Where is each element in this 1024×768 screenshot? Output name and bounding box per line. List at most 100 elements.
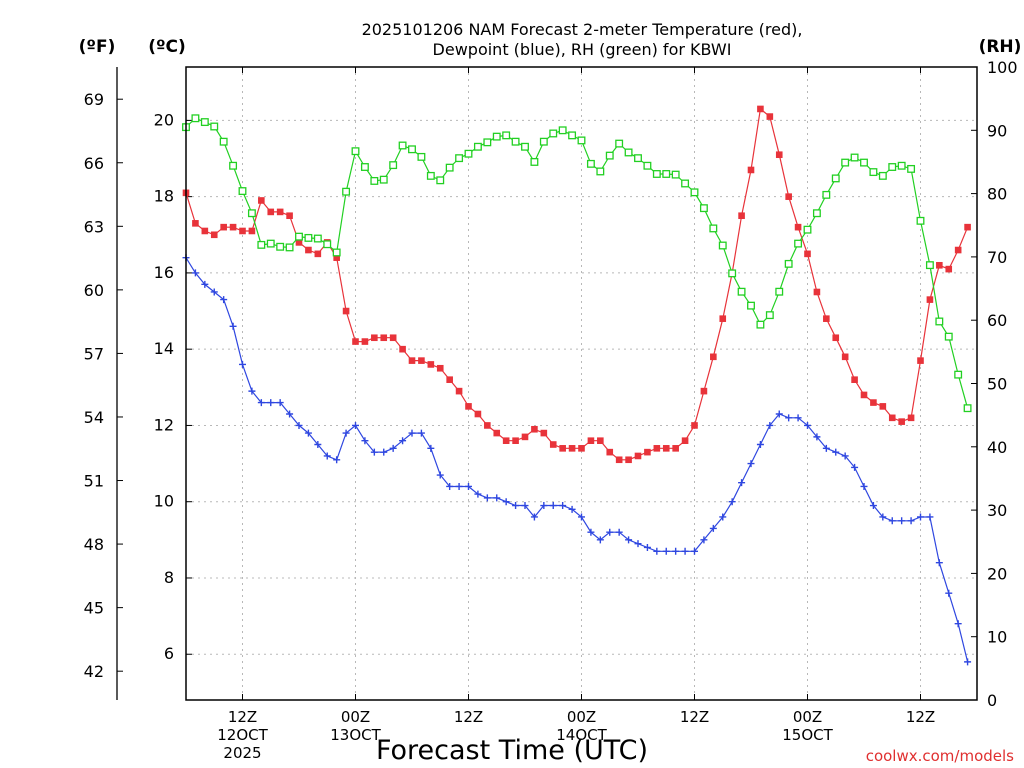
rh-point — [916, 216, 925, 225]
celsius-unit-label: (ºC) — [148, 37, 186, 57]
dewpoint-point — [436, 471, 444, 479]
rh-point — [295, 232, 303, 241]
rh-point — [238, 187, 247, 196]
dewpoint-point — [389, 444, 397, 452]
rh-point — [370, 176, 379, 185]
rh-point — [822, 190, 831, 199]
rh-point — [304, 233, 313, 242]
x-tick-label: 12Z — [906, 708, 935, 726]
dewpoint-point — [653, 547, 661, 555]
temperature-point — [851, 376, 858, 383]
rh-point — [925, 261, 934, 270]
temperature-point — [333, 254, 340, 261]
rh-point — [690, 188, 699, 197]
dewpoint-point — [304, 429, 312, 437]
celsius-tick-label: 14 — [154, 339, 174, 358]
rh-point — [596, 167, 605, 176]
dewpoint-point — [785, 414, 793, 422]
rh-point — [379, 175, 388, 184]
rh-point — [907, 164, 916, 173]
temperature-point — [210, 231, 218, 239]
rh-point — [718, 241, 727, 250]
rh-point — [756, 320, 765, 329]
rh-point — [266, 239, 275, 248]
rh-point — [860, 158, 868, 167]
temperature-point — [587, 437, 595, 444]
temperature-point — [653, 445, 661, 452]
rh-point — [219, 137, 228, 146]
dewpoint-series — [182, 254, 972, 666]
dewpoint-point — [596, 536, 604, 544]
rh-point — [737, 287, 746, 296]
temperature-point — [474, 410, 482, 418]
rh-point — [784, 259, 793, 268]
temperature-point — [484, 422, 491, 429]
rh-point — [313, 234, 322, 243]
dewpoint-point — [935, 559, 943, 567]
dewpoint-point — [521, 502, 529, 510]
dewpoint-point — [493, 494, 501, 502]
celsius-tick-label: 8 — [164, 568, 174, 587]
rh-point — [878, 171, 887, 180]
dewpoint-point — [766, 421, 774, 429]
rh-point — [615, 139, 624, 148]
dewpoint-point — [568, 505, 576, 513]
temperature-point — [521, 433, 529, 441]
dewpoint-point — [860, 482, 868, 490]
dewpoint-point — [201, 280, 209, 288]
x-axis-title: Forecast Time (UTC) — [376, 735, 648, 766]
temperature-point — [201, 227, 209, 235]
temperature-point — [446, 376, 453, 383]
rh-point — [210, 122, 219, 131]
temperature-point — [775, 151, 783, 159]
rh-point — [558, 126, 567, 135]
dewpoint-point — [879, 513, 887, 521]
temperature-point — [502, 437, 510, 444]
temperature-point — [615, 456, 623, 464]
rh-point — [586, 159, 595, 168]
temperature-point — [738, 212, 745, 220]
dewpoint-point — [286, 410, 294, 418]
temperature-point — [672, 445, 679, 452]
temperature-point — [427, 361, 435, 368]
celsius-tick-label: 12 — [154, 415, 174, 434]
rh-point — [342, 187, 351, 196]
dewpoint-point — [380, 448, 388, 456]
rh-tick-label: 90 — [987, 121, 1007, 140]
temperature-point — [540, 429, 548, 437]
temperature-point — [785, 193, 792, 200]
x-tick-label: 15OCT — [782, 726, 833, 744]
dewpoint-point — [239, 360, 246, 368]
celsius-tick-label: 6 — [164, 644, 174, 663]
dewpoint-point — [756, 441, 764, 449]
temperature-point — [860, 391, 868, 399]
dewpoint-point — [606, 528, 614, 536]
fahrenheit-axis: 42 45 48 51 54 57 60 63 66 69 — [84, 67, 123, 700]
dewpoint-point — [822, 444, 830, 452]
dewpoint-point — [465, 482, 472, 490]
dewpoint-point — [267, 399, 275, 407]
dewpoint-point — [512, 502, 520, 510]
temperature-point — [295, 239, 303, 246]
rh-point — [360, 163, 369, 171]
temperature-point — [559, 445, 566, 452]
temperature-point — [700, 387, 708, 395]
dewpoint-point — [549, 502, 557, 510]
rh-point — [775, 287, 784, 296]
temperature-point — [418, 357, 425, 364]
temperature-point — [841, 353, 849, 361]
rh-point — [634, 154, 642, 163]
dewpoint-point — [502, 498, 510, 506]
rh-point — [869, 168, 878, 177]
rh-point — [681, 179, 690, 188]
dewpoint-point — [907, 517, 915, 525]
temperature-point — [276, 208, 284, 216]
dewpoint-point — [474, 490, 482, 498]
rh-point — [803, 225, 812, 234]
rh-tick-label: 70 — [987, 248, 1007, 267]
dewpoint-point — [408, 429, 416, 437]
rh-point — [247, 209, 256, 218]
dewpoint-point — [917, 513, 924, 521]
